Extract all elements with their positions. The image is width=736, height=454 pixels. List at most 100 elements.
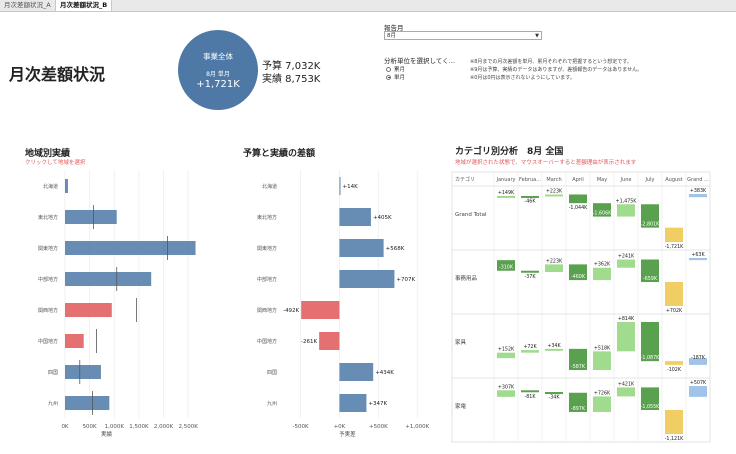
waterfall-value-label: -1,055K (641, 404, 660, 410)
unit-select-label: 分析単位を選択してく… (384, 57, 456, 65)
waterfall-bar (617, 387, 635, 397)
waterfall-bar (617, 322, 635, 352)
diff-bar (339, 394, 367, 412)
grand-total-label: -187K (691, 355, 706, 361)
waterfall-value-label: -587K (571, 364, 586, 370)
summary-diff: +1,721K (196, 79, 240, 90)
waterfall-bar (569, 264, 587, 281)
waterfall-value-label: +72K (523, 344, 537, 350)
waterfall-value-label: +726K (594, 390, 611, 396)
waterfall-value-label: -1,087K (641, 355, 660, 361)
waterfall-value-label: -1,721K (665, 244, 684, 250)
category-label: 中部地方 (38, 276, 58, 283)
waterfall-value-label: +223K (546, 188, 563, 194)
waterfall-bar (497, 260, 515, 271)
page-title: 月次差額状況 (9, 65, 106, 84)
column-header: Februa... (519, 177, 541, 183)
waterfall-bar (569, 194, 587, 204)
waterfall-bar (665, 227, 683, 242)
radio-off-icon (386, 66, 391, 72)
waterfall-bar (617, 204, 635, 217)
category-label: 中部地方 (257, 276, 277, 283)
column-header: January (496, 177, 516, 183)
actual-bar (65, 210, 117, 224)
tab-monthly-diff-a[interactable]: 月次差額状況_A (0, 0, 56, 11)
waterfall-value-label: +149K (498, 190, 515, 196)
waterfall-bar (521, 390, 539, 393)
grand-total-label: +383K (690, 188, 707, 194)
waterfall-bar (569, 392, 587, 412)
x-axis-label: 予実差 (339, 430, 356, 438)
column-header: Grand ... (687, 177, 709, 183)
waterfall-bar (545, 264, 563, 273)
row-label: 家電 (455, 402, 467, 410)
diff-value-label: +707K (396, 277, 415, 283)
waterfall-bar (665, 282, 683, 306)
diff-bar (339, 270, 395, 288)
actual-bar (65, 179, 68, 193)
table-header-label: カテゴリ (455, 176, 475, 183)
row-label: 事務用品 (455, 274, 478, 282)
waterfall-bar (521, 350, 539, 353)
radio-single-month[interactable]: 単月 (386, 73, 405, 81)
waterfall-value-label: -102K (667, 367, 682, 373)
diff-bar (339, 177, 341, 195)
radio-cumulative[interactable]: 累月 (386, 65, 405, 73)
waterfall-value-label: +34K (547, 343, 561, 349)
grand-total-bar (689, 386, 707, 397)
radio-on-icon (386, 74, 391, 80)
category-label: 九州 (267, 400, 277, 407)
region-chart[interactable]: 0K 500K 1,000K 1,500K 2,000K 2,500K 実績 北海道東北地方関… (0, 170, 215, 442)
region-chart-subtitle: クリックして地域を選択 (25, 160, 86, 166)
actual-bar (65, 365, 101, 379)
summary-circle: 事業全体 8月 単月 +1,721K (178, 30, 258, 110)
waterfall-value-label: +421K (618, 381, 635, 387)
category-chart[interactable]: カテゴリ January Februa... March April May June Jul… (451, 170, 711, 444)
table-frame (451, 171, 711, 443)
waterfall-value-label: -1,606K (593, 211, 612, 217)
waterfall-bar (497, 390, 515, 397)
x-tick-label: 2,000K (154, 424, 174, 430)
category-label: 四国 (267, 370, 277, 376)
grand-total-label: +507K (690, 380, 707, 386)
summary-title: 事業全体 (203, 52, 233, 61)
diff-value-label: +434K (375, 370, 394, 376)
waterfall-value-label: -310K (499, 265, 514, 271)
waterfall-value-label: +223K (546, 258, 563, 264)
category-label: 東北地方 (38, 214, 58, 221)
diff-value-label: +347K (368, 401, 387, 407)
budget-total: 予算 7,032K (262, 61, 321, 72)
report-month-value: 8月 (387, 33, 396, 39)
waterfall-bar (641, 204, 659, 228)
grand-total-bar (689, 258, 707, 261)
x-tick-label: +0K (334, 424, 346, 430)
waterfall-bar (593, 267, 611, 281)
grand-total-bar (689, 194, 707, 198)
summary-period: 8月 単月 (206, 71, 230, 78)
waterfall-value-label: +152K (498, 347, 515, 353)
waterfall-value-label: +518K (594, 345, 611, 351)
waterfall-value-label: -460K (571, 274, 586, 280)
x-tick-label: -500K (293, 424, 309, 430)
actual-bar (65, 334, 84, 348)
column-header: June (620, 177, 632, 183)
category-label: 関西地方 (38, 307, 58, 314)
category-label: 関東地方 (38, 245, 58, 252)
x-tick-label: 1,500K (129, 424, 149, 430)
diff-chart[interactable]: -500K +0K +500K +1,000K 予実差 北海道 +14K 東北地方 +405K 関… (230, 170, 430, 442)
waterfall-bar (665, 409, 683, 434)
category-label: 関東地方 (257, 245, 277, 252)
waterfall-value-label: -897K (571, 406, 586, 412)
diff-value-label: -492K (283, 308, 299, 314)
waterfall-value-label: -46K (525, 198, 537, 204)
category-chart-title: カテゴリ別分析 8月 全国 (455, 147, 564, 157)
waterfall-bar (593, 396, 611, 412)
waterfall-bar (641, 322, 659, 362)
report-month-select[interactable]: 8月 ▼ (384, 31, 542, 40)
note-line-1: ※8月までの月次差額を単月、累月それぞれで把握するという想定です。 (470, 59, 632, 65)
tab-monthly-diff-b[interactable]: 月次差額状況_B (56, 0, 113, 11)
column-header: August (665, 177, 683, 183)
category-label: 北海道 (262, 183, 277, 190)
waterfall-bar (641, 387, 659, 410)
x-tick-label: 500K (83, 424, 97, 430)
